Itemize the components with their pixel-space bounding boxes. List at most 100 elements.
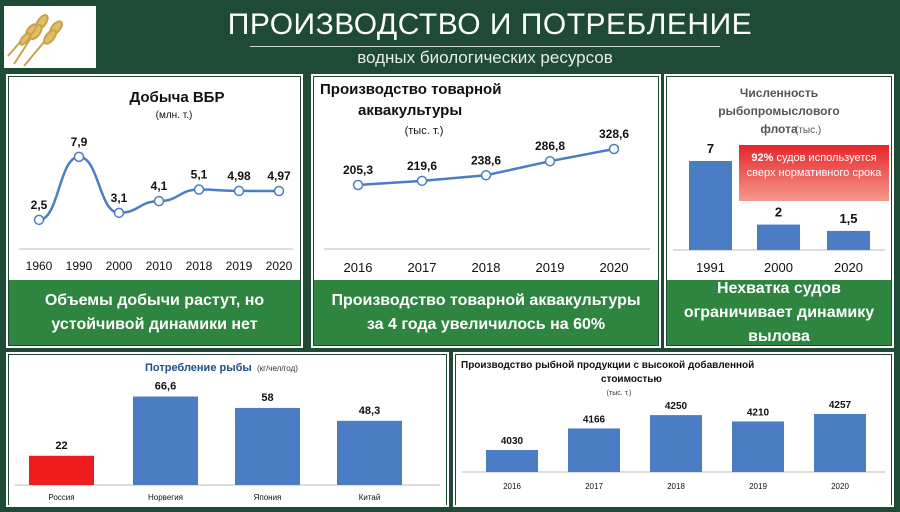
page-title: ПРОИЗВОДСТВО И ПОТРЕБЛЕНИЕ bbox=[227, 8, 753, 41]
chart-value-added: Производство рыбной продукции с высокой … bbox=[461, 359, 885, 491]
fleet-badge: 92% судов используется сверх нормативног… bbox=[739, 145, 889, 201]
data-label: 238,6 bbox=[471, 153, 501, 167]
chart-title-1: Производство товарной bbox=[320, 81, 501, 98]
bar bbox=[814, 414, 866, 472]
tick-label: 2018 bbox=[667, 482, 685, 491]
chart-catch: Добыча ВБР (млн. т.) 2,5 1960 7,9 1990 3,1 2000… bbox=[19, 89, 293, 273]
data-label: 2,5 bbox=[31, 198, 48, 212]
tick-label: 2019 bbox=[749, 482, 767, 491]
data-label: 4,98 bbox=[227, 169, 251, 183]
chart-subtitle: (кг/чел/год) bbox=[257, 364, 298, 373]
tick-label: Китай bbox=[359, 493, 381, 502]
frame-aqua bbox=[311, 74, 661, 348]
tick-label: 2019 bbox=[536, 260, 565, 275]
data-label: 4166 bbox=[583, 414, 606, 425]
chart-title-2: аквакультуры bbox=[358, 102, 462, 119]
tick-label: 2000 bbox=[764, 260, 793, 275]
chart-aquaculture: Производство товарной аквакультуры (тыс. т… bbox=[320, 81, 650, 275]
chart-subtitle: (тыс. т.) bbox=[607, 390, 632, 397]
tick-label: 2010 bbox=[146, 259, 173, 273]
caption-aqua: Производство товарной аквакультуры за 4 … bbox=[314, 280, 658, 345]
chart-title-1: Численность bbox=[740, 86, 818, 100]
tick-label: 2016 bbox=[503, 482, 521, 491]
chart-title-2: стоимостью bbox=[601, 374, 662, 385]
panel-value-added: Производство рыбной продукции с высокой … bbox=[456, 355, 891, 507]
data-label: 1,5 bbox=[839, 211, 857, 226]
data-point bbox=[416, 175, 428, 187]
data-point bbox=[193, 184, 205, 195]
bar bbox=[337, 420, 402, 485]
data-label: 7,9 bbox=[71, 135, 88, 149]
tick-label: 2016 bbox=[344, 260, 373, 275]
data-label: 58 bbox=[261, 392, 273, 404]
bar bbox=[133, 396, 198, 485]
frame-catch bbox=[6, 74, 303, 348]
page-subtitle: водных биологических ресурсов bbox=[357, 48, 613, 67]
tick-label: 1960 bbox=[26, 259, 53, 273]
data-label: 4257 bbox=[829, 400, 852, 411]
tick-label: 2020 bbox=[834, 260, 863, 275]
chart-subtitle: (тыс. т.) bbox=[405, 125, 444, 137]
data-point bbox=[352, 179, 364, 191]
bar bbox=[827, 230, 870, 250]
chart-title-1: Производство рыбной продукции с высокой … bbox=[461, 359, 754, 371]
title-divider bbox=[250, 46, 720, 47]
data-point bbox=[233, 185, 245, 197]
data-label: 4030 bbox=[501, 436, 524, 447]
tick-label: 1990 bbox=[66, 259, 93, 273]
data-point bbox=[73, 151, 85, 163]
data-label: 205,3 bbox=[343, 163, 373, 177]
caption-fleet: Нехватка судов ограничивает динамику выл… bbox=[667, 280, 891, 345]
panel-aqua: Производство товарной аквакультуры (тыс. т… bbox=[314, 77, 658, 280]
tick-label: Россия bbox=[48, 493, 74, 502]
chart-consumption: Потребление рыбы (кг/чел/год) 22 Россия 66,6… bbox=[15, 362, 440, 502]
bar bbox=[689, 161, 732, 250]
chart-title-3: флота bbox=[760, 122, 798, 136]
tick-label: 2017 bbox=[585, 482, 603, 491]
chart-title-2: рыбопромыслового bbox=[718, 104, 839, 118]
caption-catch: Объемы добычи растут, но устойчивой дина… bbox=[9, 280, 300, 345]
tick-label: 2020 bbox=[600, 260, 629, 275]
data-label: 4,1 bbox=[151, 179, 168, 193]
chart-fleet: Численность рыбопромыслового флота(тыс.) 7 1… bbox=[673, 86, 885, 275]
tick-label: 1991 bbox=[696, 260, 725, 275]
data-label: 286,8 bbox=[535, 139, 565, 153]
data-label: 219,6 bbox=[407, 159, 437, 173]
wheat-logo bbox=[4, 6, 96, 68]
data-label: 7 bbox=[707, 141, 714, 156]
frame-fleet bbox=[664, 74, 894, 348]
data-label: 2 bbox=[775, 205, 782, 220]
data-label: 3,1 bbox=[111, 191, 128, 205]
data-label: 4210 bbox=[747, 407, 770, 418]
badge-text: судов используется сверх нормативного ср… bbox=[746, 152, 882, 179]
wheat-icon bbox=[7, 14, 63, 67]
data-point bbox=[544, 155, 556, 167]
data-label: 5,1 bbox=[191, 168, 208, 182]
tick-label: 2020 bbox=[831, 482, 849, 491]
tick-label: Норвегия bbox=[148, 493, 183, 502]
tick-label: Япония bbox=[254, 493, 282, 502]
data-label: 48,3 bbox=[359, 405, 380, 417]
tick-label: 2019 bbox=[226, 259, 253, 273]
panel-catch: Добыча ВБР (млн. т.) 2,5 1960 7,9 1990 3,1 2000… bbox=[9, 77, 300, 280]
chart-title: Потребление рыбы bbox=[145, 362, 252, 374]
data-point bbox=[608, 143, 620, 155]
tick-label: 2020 bbox=[266, 259, 293, 273]
bar bbox=[650, 415, 702, 472]
tick-label: 2018 bbox=[472, 260, 501, 275]
chart-subtitle: (млн. т.) bbox=[156, 110, 193, 121]
data-point bbox=[113, 207, 125, 219]
bar bbox=[757, 224, 800, 250]
bar bbox=[235, 407, 300, 485]
chart-subtitle: (тыс.) bbox=[795, 125, 821, 136]
tick-label: 2017 bbox=[408, 260, 437, 275]
badge-percent: 92% bbox=[751, 152, 774, 164]
data-label: 66,6 bbox=[155, 381, 176, 393]
data-point bbox=[33, 214, 45, 226]
tick-label: 2018 bbox=[186, 259, 213, 273]
panel-consumption: Потребление рыбы (кг/чел/год) 22 Россия 66,6… bbox=[9, 355, 446, 507]
data-point bbox=[273, 185, 285, 197]
bar bbox=[568, 428, 620, 472]
data-point bbox=[480, 170, 492, 181]
bar bbox=[486, 450, 538, 472]
